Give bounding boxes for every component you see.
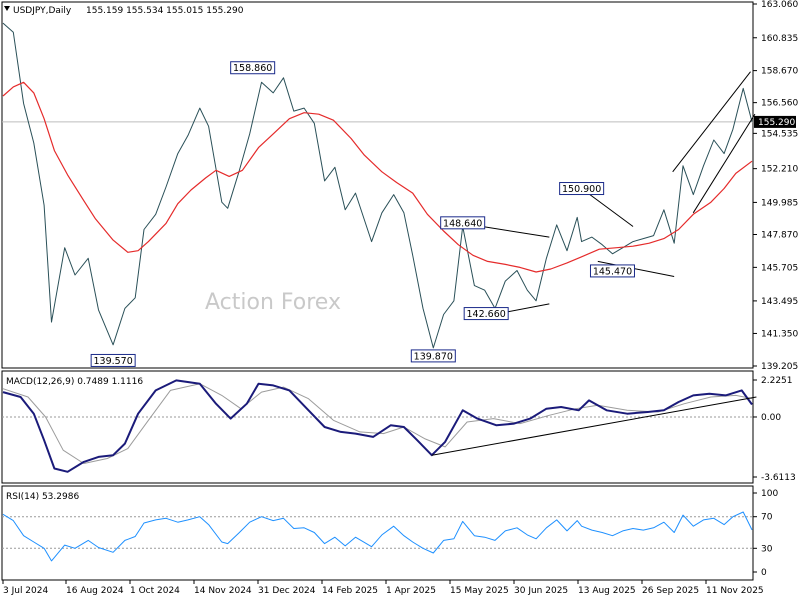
rsi-levels bbox=[2, 516, 753, 549]
price-y-tick-label-3: 156.560 bbox=[761, 99, 798, 109]
x-tick-label-10: 26 Sep 2025 bbox=[642, 586, 699, 596]
price-y-tick-label-10: 141.350 bbox=[761, 329, 798, 339]
macd-panel-frame bbox=[1, 370, 754, 484]
macd-y-axis: 2.2251 0.00 -3.6113 bbox=[753, 376, 796, 483]
rsi-series bbox=[2, 511, 753, 562]
macd-y-tick-label-1: 0.00 bbox=[761, 413, 781, 423]
price-annotation-box-0 bbox=[230, 61, 276, 75]
title-marker-icon bbox=[4, 6, 10, 11]
macd-panel: 2.2251 0.00 -3.6113 MACD(12,26,9) 0.7489 1… bbox=[1, 370, 796, 484]
price-annotation-1: 139.570 bbox=[93, 356, 132, 367]
rsi-y-axis: 100 70 30 0 bbox=[753, 489, 778, 578]
price-series-close bbox=[2, 22, 753, 349]
last-price-box bbox=[754, 115, 796, 128]
last-price-label: 155.290 bbox=[758, 118, 795, 128]
price-trendline-5 bbox=[692, 113, 756, 214]
price-y-tick-label-9: 143.495 bbox=[761, 297, 798, 307]
rsi-series-rsi bbox=[2, 511, 753, 562]
rsi-y-tick-label-1: 70 bbox=[761, 513, 773, 523]
rsi-y-tick-label-3: 0 bbox=[761, 568, 767, 578]
price-title: USDJPY,Daily 155.159 155.534 155.015 155… bbox=[4, 6, 244, 16]
price-annotation-0: 158.860 bbox=[233, 63, 272, 74]
price-annotation-box-1 bbox=[90, 353, 136, 367]
x-tick-label-0: 3 Jul 2024 bbox=[3, 586, 48, 596]
rsi-y-tick-label-0: 100 bbox=[761, 489, 778, 499]
rsi-title: RSI(14) 53.2986 bbox=[6, 492, 79, 502]
price-series bbox=[2, 22, 753, 349]
price-panel: Action Forex 163.060 160.835 158.670 156.56… bbox=[1, 0, 798, 372]
price-annotation-6: 145.470 bbox=[593, 266, 632, 277]
rsi-y-tick-label-2: 30 bbox=[761, 544, 773, 554]
price-annotation-box-5 bbox=[559, 182, 605, 196]
price-annotation-box-6 bbox=[589, 264, 635, 278]
price-panel-frame bbox=[1, 1, 754, 369]
price-trendline-3 bbox=[597, 260, 675, 278]
x-tick-label-2: 1 Oct 2024 bbox=[130, 586, 180, 596]
macd-series-macd bbox=[2, 379, 753, 473]
rsi-panel: 100 70 30 0 RSI(14) 53.2986 bbox=[1, 485, 778, 581]
price-title-ohlc: 155.159 155.534 155.015 155.290 bbox=[86, 6, 244, 16]
macd-trendline-0 bbox=[431, 396, 757, 456]
rsi-panel-frame bbox=[1, 485, 754, 581]
price-annotation-5: 150.900 bbox=[562, 184, 601, 195]
price-series-moving_average bbox=[2, 81, 753, 273]
price-y-tick-label-6: 149.985 bbox=[761, 198, 798, 208]
price-y-tick-label-0: 163.060 bbox=[761, 0, 798, 10]
x-tick-label-6: 1 Apr 2025 bbox=[386, 586, 436, 596]
x-tick-label-9: 13 Aug 2025 bbox=[578, 586, 636, 596]
x-tick-label-5: 14 Feb 2025 bbox=[322, 586, 378, 596]
x-tick-label-4: 31 Dec 2024 bbox=[258, 586, 316, 596]
price-annotations: 158.860 139.570 139.870 148.640 142.660 150.9… bbox=[90, 61, 635, 367]
price-annotation-2: 139.870 bbox=[414, 351, 453, 362]
price-y-tick-label-5: 152.210 bbox=[761, 165, 798, 175]
price-trendline-4 bbox=[672, 71, 751, 173]
price-y-tick-label-7: 147.870 bbox=[761, 231, 798, 241]
x-tick-label-8: 30 Jun 2025 bbox=[514, 586, 568, 596]
price-annotation-3: 148.640 bbox=[443, 218, 482, 229]
price-title-symbol: USDJPY,Daily bbox=[13, 6, 72, 16]
price-annotation-4: 142.660 bbox=[467, 309, 506, 320]
price-y-tick-label-4: 154.535 bbox=[761, 129, 798, 139]
x-tick-label-11: 11 Nov 2025 bbox=[706, 586, 764, 596]
macd-y-tick-label-0: 2.2251 bbox=[761, 376, 793, 386]
x-tick-label-1: 16 Aug 2024 bbox=[66, 586, 124, 596]
macd-series bbox=[2, 379, 753, 473]
price-y-tick-label-2: 158.670 bbox=[761, 67, 798, 77]
x-tick-label-3: 14 Nov 2024 bbox=[194, 586, 252, 596]
price-y-tick-label-1: 160.835 bbox=[761, 34, 798, 44]
x-axis: 3 Jul 2024 16 Aug 2024 1 Oct 2024 14 Nov 20… bbox=[2, 580, 764, 596]
macd-title: MACD(12,26,9) 0.7489 1.1116 bbox=[6, 377, 143, 387]
price-y-axis: 163.060 160.835 158.670 156.560 154.535 152.2… bbox=[753, 0, 798, 372]
x-tick-label-7: 15 May 2025 bbox=[450, 586, 509, 596]
macd-trendlines bbox=[431, 396, 757, 456]
price-watermark: Action Forex bbox=[205, 290, 341, 315]
price-y-tick-label-11: 139.205 bbox=[761, 362, 798, 372]
price-annotation-box-4 bbox=[463, 307, 509, 321]
price-annotation-box-2 bbox=[410, 349, 456, 363]
macd-y-tick-label-2: -3.6113 bbox=[761, 473, 796, 483]
price-annotation-box-3 bbox=[440, 216, 486, 230]
price-y-tick-label-8: 145.705 bbox=[761, 263, 798, 273]
